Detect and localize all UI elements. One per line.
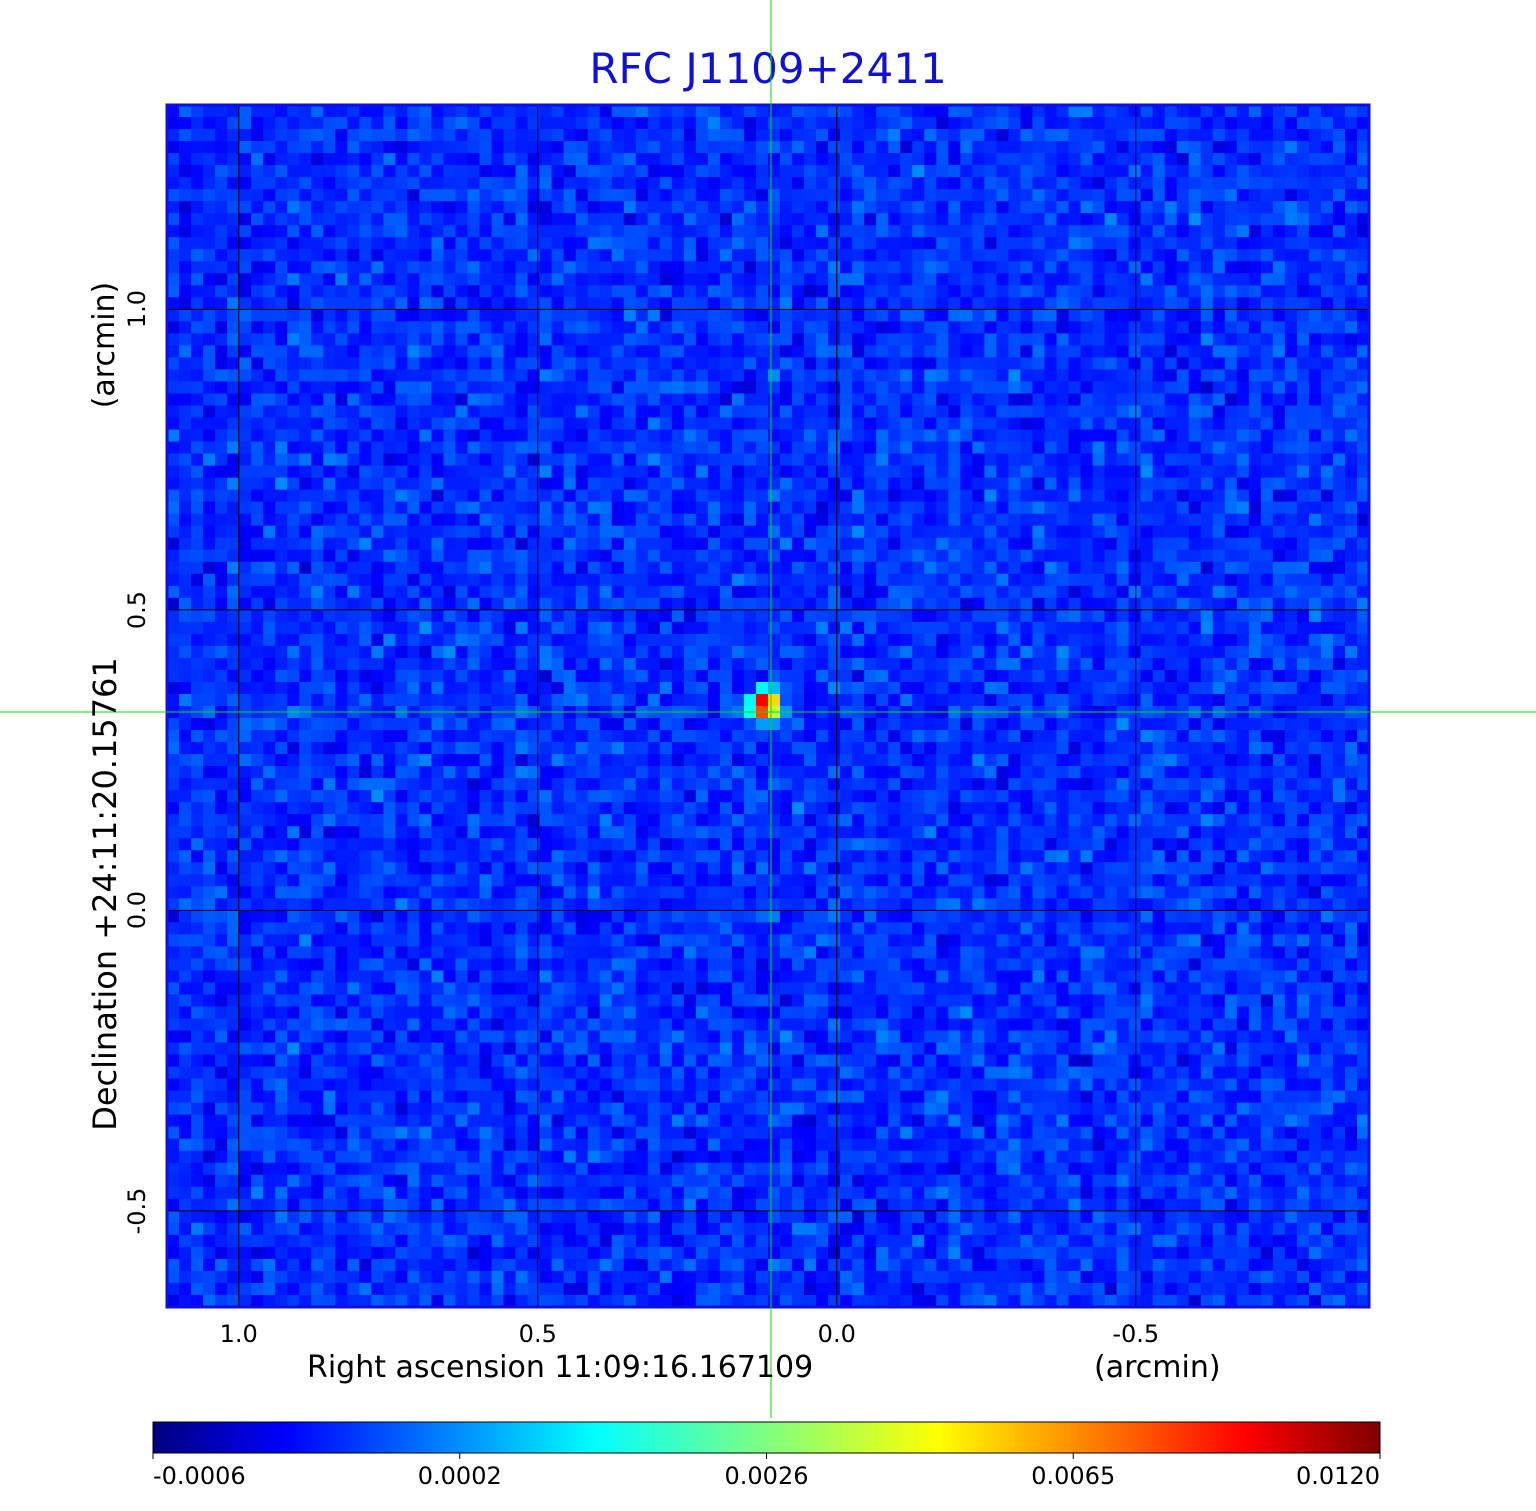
- crosshair: [0, 0, 1536, 1418]
- colorbar-tick-label: -0.0006: [153, 1462, 246, 1490]
- x-tick-label: -0.5: [1112, 1320, 1160, 1348]
- y-tick-label: 1.0: [123, 290, 151, 329]
- y-axis-unit: (arcmin): [85, 265, 125, 425]
- chart-title: RFC J1109+2411: [589, 44, 947, 93]
- coordinate-grid: [167, 105, 1369, 1307]
- flux-image: [167, 105, 1370, 1308]
- y-axis-label-text: Declination +24:11:20.15761: [86, 657, 124, 1131]
- colorbar-tick-label: 0.0002: [417, 1462, 502, 1490]
- x-tick-label: 1.0: [219, 1320, 258, 1348]
- x-axis-unit: (arcmin): [1094, 1350, 1221, 1385]
- y-tick-label: 0.0: [123, 891, 151, 930]
- x-axis-label: Right ascension 11:09:16.167109: [307, 1350, 814, 1385]
- colorbar-tick-label: 0.0026: [724, 1462, 809, 1490]
- y-tick-label: -0.5: [123, 1187, 151, 1235]
- x-tick-label: 0.0: [817, 1320, 856, 1348]
- plot-frame: [165, 103, 1371, 1309]
- y-tick-label: 0.5: [123, 590, 151, 629]
- colorbar-tick-label: 0.0120: [1296, 1462, 1380, 1490]
- colorbar-ticks: [152, 1453, 1381, 1459]
- y-axis-label: Declination +24:11:20.15761: [85, 654, 125, 1134]
- x-tick-label: 0.5: [518, 1320, 557, 1348]
- colorbar: [152, 1421, 1381, 1454]
- colorbar-tick-label: 0.0065: [1031, 1462, 1116, 1490]
- y-axis-unit-text: (arcmin): [87, 281, 122, 409]
